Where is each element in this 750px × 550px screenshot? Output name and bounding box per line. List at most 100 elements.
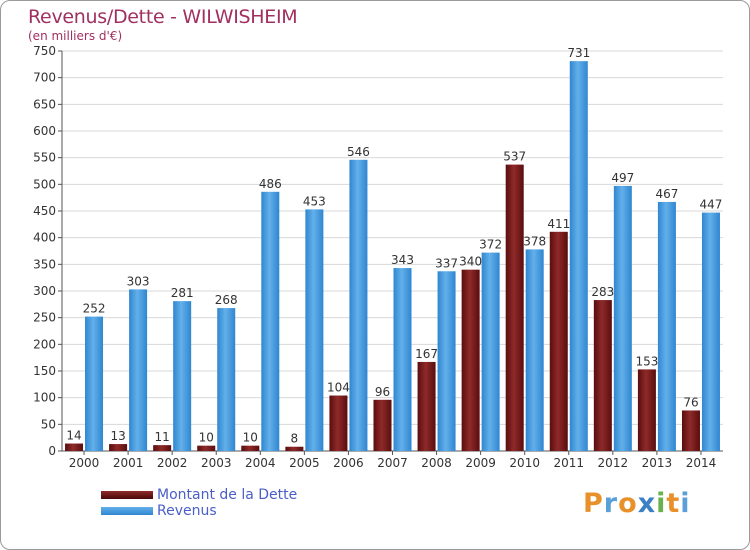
y-tick-label: 700	[33, 71, 56, 85]
y-tick-label: 450	[33, 204, 56, 218]
bar-revenus	[349, 159, 368, 452]
x-tick-label: 2014	[686, 456, 717, 470]
bar-revenus	[481, 252, 500, 451]
bar-revenus	[217, 308, 236, 451]
x-tick-label: 2006	[333, 456, 364, 470]
data-label: 153	[635, 354, 658, 368]
chart-subtitle: (en milliers d'€)	[28, 29, 123, 43]
y-tick-label: 550	[33, 151, 56, 165]
bar-revenus	[701, 212, 720, 451]
legend-label-revenus: Revenus	[157, 503, 217, 519]
data-label: 447	[700, 198, 723, 212]
data-label: 252	[83, 302, 106, 316]
data-label: 731	[567, 46, 590, 60]
data-label: 167	[415, 347, 438, 361]
data-label: 486	[259, 177, 282, 191]
data-label: 467	[655, 187, 678, 201]
data-label: 453	[303, 194, 326, 208]
y-tick-label: 250	[33, 311, 56, 325]
bar-dette	[461, 269, 480, 451]
y-tick-label: 400	[33, 231, 56, 245]
data-label: 546	[347, 145, 370, 159]
bar-dette	[505, 164, 524, 451]
data-label: 372	[479, 238, 502, 252]
bar-dette	[153, 445, 172, 451]
data-label: 283	[591, 285, 614, 299]
x-tick-label: 2001	[113, 456, 144, 470]
data-label: 8	[291, 432, 299, 446]
x-tick-label: 2004	[245, 456, 276, 470]
data-label: 11	[155, 430, 170, 444]
data-label: 96	[375, 385, 390, 399]
bar-revenus	[393, 268, 412, 451]
proxiti-logo: Proxiti	[583, 488, 691, 519]
data-label: 340	[459, 255, 482, 269]
y-tick-label: 600	[33, 124, 56, 138]
x-tick-label: 2008	[421, 456, 452, 470]
bar-dette	[197, 445, 216, 451]
bar-dette	[109, 444, 128, 451]
data-label: 104	[327, 381, 350, 395]
data-label: 411	[547, 217, 570, 231]
data-label: 13	[110, 429, 125, 443]
x-tick-label: 2013	[642, 456, 673, 470]
data-label: 537	[503, 150, 526, 164]
legend-label-dette: Montant de la Dette	[157, 487, 298, 503]
y-tick-label: 300	[33, 284, 56, 298]
bar-revenus	[85, 316, 104, 451]
bar-dette	[329, 395, 348, 451]
logo-letter: o	[618, 488, 638, 519]
legend-item-dette: Montant de la Dette	[101, 487, 297, 503]
x-tick-label: 2000	[69, 456, 100, 470]
bar-dette	[637, 369, 656, 451]
bar-dette	[65, 443, 84, 451]
y-tick-label: 100	[33, 391, 56, 405]
x-tick-label: 2012	[598, 456, 629, 470]
bar-revenus	[129, 289, 148, 451]
data-label: 268	[215, 293, 238, 307]
legend-item-revenus: Revenus	[101, 503, 297, 519]
x-tick-label: 2003	[201, 456, 232, 470]
y-tick-label: 500	[33, 177, 56, 191]
data-label: 378	[523, 234, 546, 248]
x-tick-label: 2011	[553, 456, 584, 470]
logo-letter: i	[680, 488, 691, 519]
legend: Montant de la Dette Revenus	[101, 487, 297, 519]
bar-revenus	[173, 301, 192, 451]
bar-dette	[417, 361, 436, 451]
data-label: 10	[199, 431, 214, 445]
data-label: 14	[66, 429, 81, 443]
logo-letter: t	[666, 488, 681, 519]
bar-dette	[373, 399, 392, 451]
x-tick-label: 2005	[289, 456, 320, 470]
data-label: 303	[127, 274, 150, 288]
bar-revenus	[569, 61, 588, 452]
bar-revenus	[305, 209, 324, 451]
bar-dette	[285, 446, 304, 451]
data-label: 343	[391, 253, 414, 267]
bar-revenus	[657, 201, 676, 451]
legend-swatch-dette	[101, 491, 153, 499]
y-tick-label: 650	[33, 97, 56, 111]
data-label: 76	[683, 395, 698, 409]
y-tick-label: 750	[33, 44, 56, 58]
data-label: 337	[435, 256, 458, 270]
bar-revenus	[437, 271, 456, 451]
bar-revenus	[613, 185, 632, 451]
data-label: 10	[243, 431, 258, 445]
bar-dette	[593, 300, 612, 451]
x-tick-label: 2002	[157, 456, 188, 470]
logo-letter: i	[656, 488, 667, 519]
x-tick-label: 2007	[377, 456, 408, 470]
y-tick-label: 50	[41, 417, 56, 431]
y-tick-label: 150	[33, 364, 56, 378]
logo-letter: P	[583, 488, 604, 519]
bar-dette	[681, 410, 700, 451]
y-tick-label: 0	[48, 444, 56, 458]
data-label: 497	[611, 171, 634, 185]
data-label: 281	[171, 286, 194, 300]
x-tick-label: 2010	[509, 456, 540, 470]
y-tick-label: 350	[33, 257, 56, 271]
